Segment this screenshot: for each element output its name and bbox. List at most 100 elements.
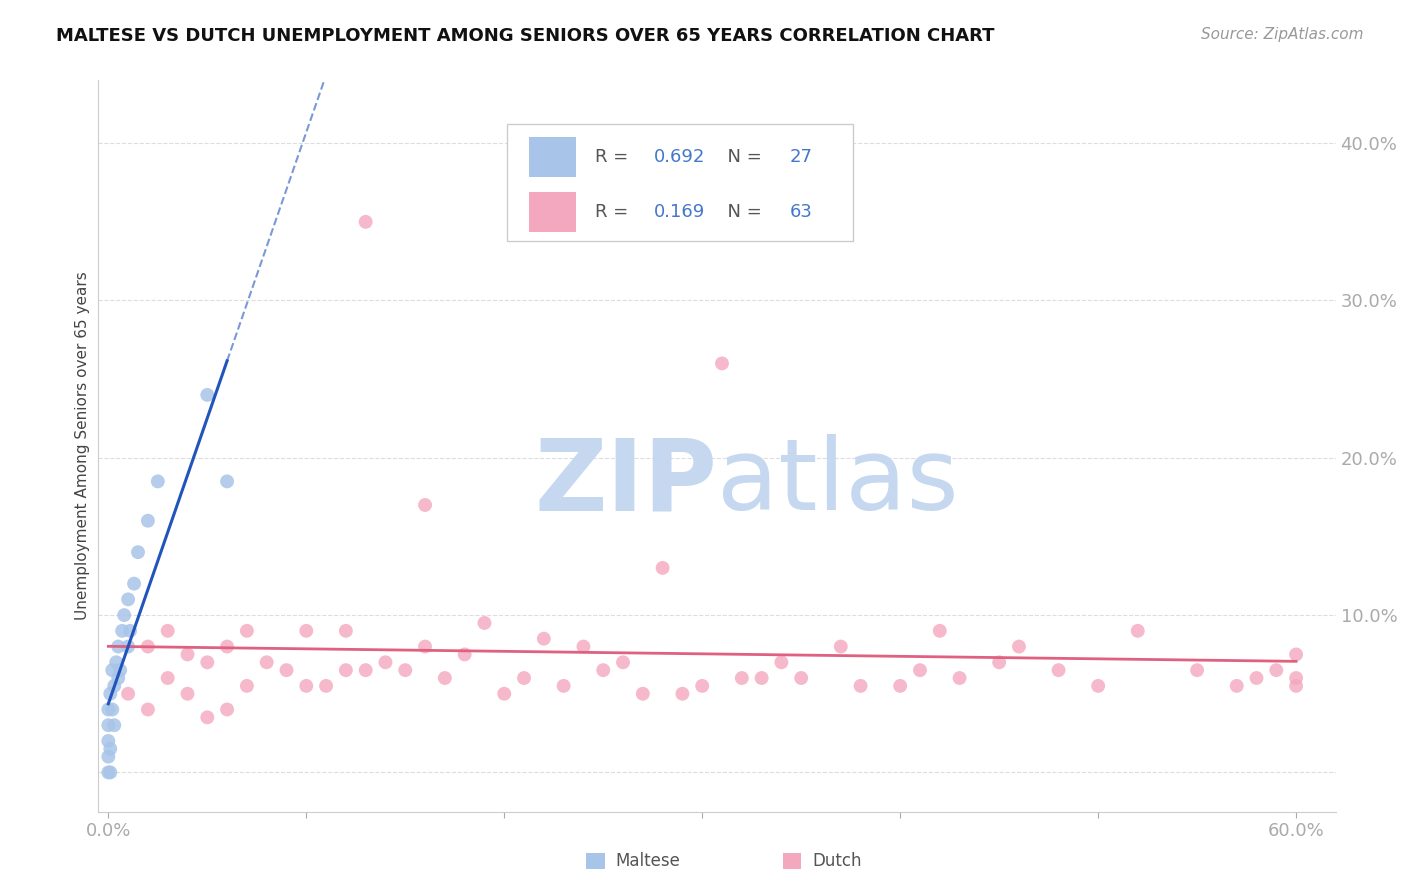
Point [107, 671, 129, 685]
FancyBboxPatch shape [529, 192, 576, 232]
Point [988, 655, 1011, 669]
Point [97, 765, 120, 780]
Point [631, 687, 654, 701]
Point [908, 663, 931, 677]
Point [1226, 679, 1249, 693]
Y-axis label: Unemployment Among Seniors over 65 years: Unemployment Among Seniors over 65 years [75, 272, 90, 620]
Point [612, 655, 634, 669]
Point [1265, 663, 1288, 677]
Point [97, 702, 120, 716]
Point [105, 655, 128, 669]
Point [592, 663, 614, 677]
Point [1285, 648, 1308, 662]
Point [394, 663, 416, 677]
Text: R =: R = [595, 148, 634, 166]
Point [335, 624, 357, 638]
Point [122, 576, 145, 591]
Point [103, 718, 125, 732]
Point [117, 687, 139, 701]
Text: Maltese: Maltese [616, 852, 681, 870]
Text: atlas: atlas [717, 434, 959, 531]
Point [101, 702, 124, 716]
Point [236, 624, 259, 638]
Point [295, 624, 318, 638]
Point [136, 514, 159, 528]
Point [295, 679, 318, 693]
Point [176, 648, 198, 662]
Point [374, 655, 396, 669]
Point [731, 671, 754, 685]
Point [413, 498, 436, 512]
Point [236, 679, 259, 693]
Point [453, 648, 475, 662]
Point [770, 655, 793, 669]
Text: N =: N = [716, 148, 768, 166]
Text: Source: ZipAtlas.com: Source: ZipAtlas.com [1201, 27, 1364, 42]
Point [217, 702, 239, 716]
Point [533, 632, 555, 646]
Point [1285, 671, 1308, 685]
Point [117, 592, 139, 607]
Point [671, 687, 693, 701]
Point [97, 718, 120, 732]
Point [354, 215, 377, 229]
Point [494, 687, 516, 701]
Point [711, 356, 734, 370]
Text: N =: N = [716, 203, 768, 221]
Text: MALTESE VS DUTCH UNEMPLOYMENT AMONG SENIORS OVER 65 YEARS CORRELATION CHART: MALTESE VS DUTCH UNEMPLOYMENT AMONG SENI… [56, 27, 994, 45]
Point [276, 663, 298, 677]
Point [156, 671, 179, 685]
Text: R =: R = [595, 203, 634, 221]
Point [354, 663, 377, 677]
Point [1285, 679, 1308, 693]
Point [1185, 663, 1208, 677]
Point [108, 663, 131, 677]
Point [928, 624, 950, 638]
FancyBboxPatch shape [529, 136, 576, 177]
Point [101, 663, 124, 677]
Point [315, 679, 337, 693]
Text: 0.692: 0.692 [654, 148, 706, 166]
Point [156, 624, 179, 638]
Point [98, 687, 121, 701]
Point [830, 640, 852, 654]
Point [553, 679, 575, 693]
Point [690, 679, 713, 693]
Point [107, 640, 129, 654]
Point [120, 624, 142, 638]
Point [146, 475, 169, 489]
Point [572, 640, 595, 654]
Point [335, 663, 357, 677]
Point [889, 679, 911, 693]
Point [1047, 663, 1070, 677]
Point [103, 679, 125, 693]
Point [1087, 679, 1109, 693]
Point [790, 671, 813, 685]
Point [217, 640, 239, 654]
Point [112, 608, 135, 623]
Text: 0.169: 0.169 [654, 203, 706, 221]
Text: 63: 63 [790, 203, 813, 221]
Point [111, 624, 134, 638]
Point [97, 734, 120, 748]
Point [1246, 671, 1268, 685]
Point [651, 561, 673, 575]
Point [1008, 640, 1031, 654]
Point [195, 388, 218, 402]
Text: Dutch: Dutch [813, 852, 862, 870]
Point [136, 640, 159, 654]
Point [195, 655, 218, 669]
Point [176, 687, 198, 701]
Text: ZIP: ZIP [534, 434, 717, 531]
Point [127, 545, 149, 559]
Point [751, 671, 773, 685]
Point [1126, 624, 1149, 638]
Point [136, 702, 159, 716]
Point [513, 671, 536, 685]
Point [474, 615, 496, 630]
Point [413, 640, 436, 654]
Point [948, 671, 970, 685]
Point [217, 475, 239, 489]
Point [117, 640, 139, 654]
FancyBboxPatch shape [506, 124, 853, 241]
